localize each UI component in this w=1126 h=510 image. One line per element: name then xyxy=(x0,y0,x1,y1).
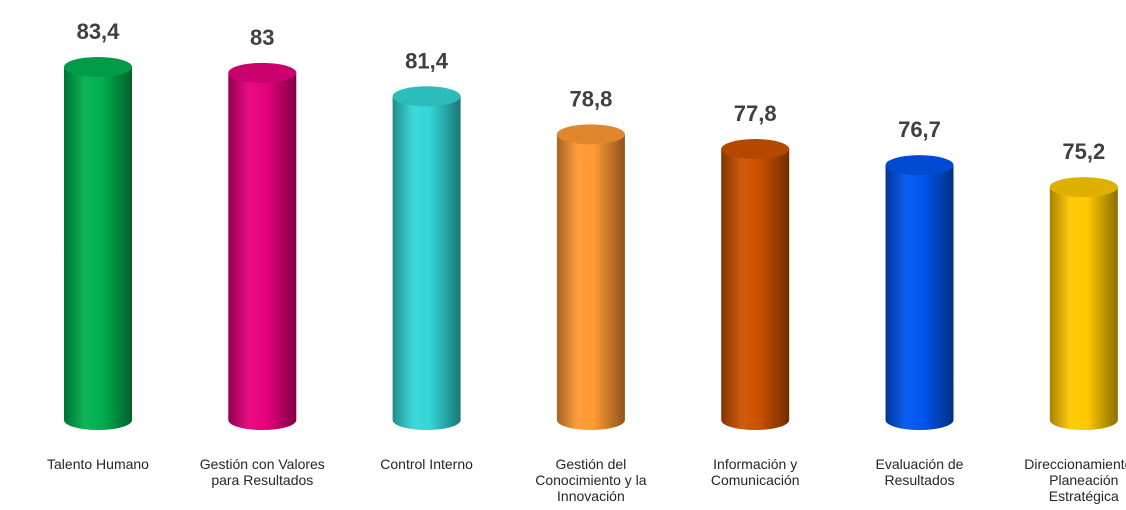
bar-1 xyxy=(64,57,132,430)
bar-body xyxy=(721,149,790,430)
bar-top xyxy=(885,155,954,176)
value-label: 78,8 xyxy=(569,86,612,111)
value-label: 75,2 xyxy=(1062,139,1105,164)
category-label: Gestión con Valores para Resultados xyxy=(199,456,325,488)
bar-top xyxy=(721,139,790,160)
bar-5 xyxy=(721,139,790,430)
bar-3 xyxy=(392,86,461,430)
bar-body xyxy=(556,134,625,430)
bar-top xyxy=(556,124,625,145)
bar-body xyxy=(64,67,132,430)
bar-7 xyxy=(1049,177,1118,430)
bar-body xyxy=(392,96,461,430)
value-label: 83 xyxy=(250,25,274,50)
value-label: 83,4 xyxy=(77,19,121,44)
category-label: Gestión del Conocimiento y la Innovación xyxy=(535,456,647,504)
bar-top xyxy=(64,57,132,77)
bar-body xyxy=(228,72,297,430)
value-label: 81,4 xyxy=(405,48,449,73)
bar-top xyxy=(392,86,461,107)
category-label: Evaluación de Resultados xyxy=(875,456,964,488)
bars-group xyxy=(64,57,1118,430)
category-label: Direccionamiento y Planeación Estratégic… xyxy=(1024,456,1126,504)
category-label: Control Interno xyxy=(380,456,473,472)
bar-top xyxy=(1049,177,1118,198)
bar-body xyxy=(1049,187,1118,430)
value-labels-group: 83,4 83 81,4 78,8 77,8 76,7 75,2 xyxy=(77,19,1106,164)
value-label: 76,7 xyxy=(898,117,941,142)
category-label: Información y Comunicación xyxy=(710,456,800,488)
bar-6 xyxy=(885,155,954,430)
category-label: Talento Humano xyxy=(47,456,149,472)
bar-4 xyxy=(556,124,625,430)
bar-top xyxy=(228,62,297,83)
value-label: 77,8 xyxy=(734,101,777,126)
bar-2 xyxy=(228,62,297,430)
bar-body xyxy=(885,165,954,430)
